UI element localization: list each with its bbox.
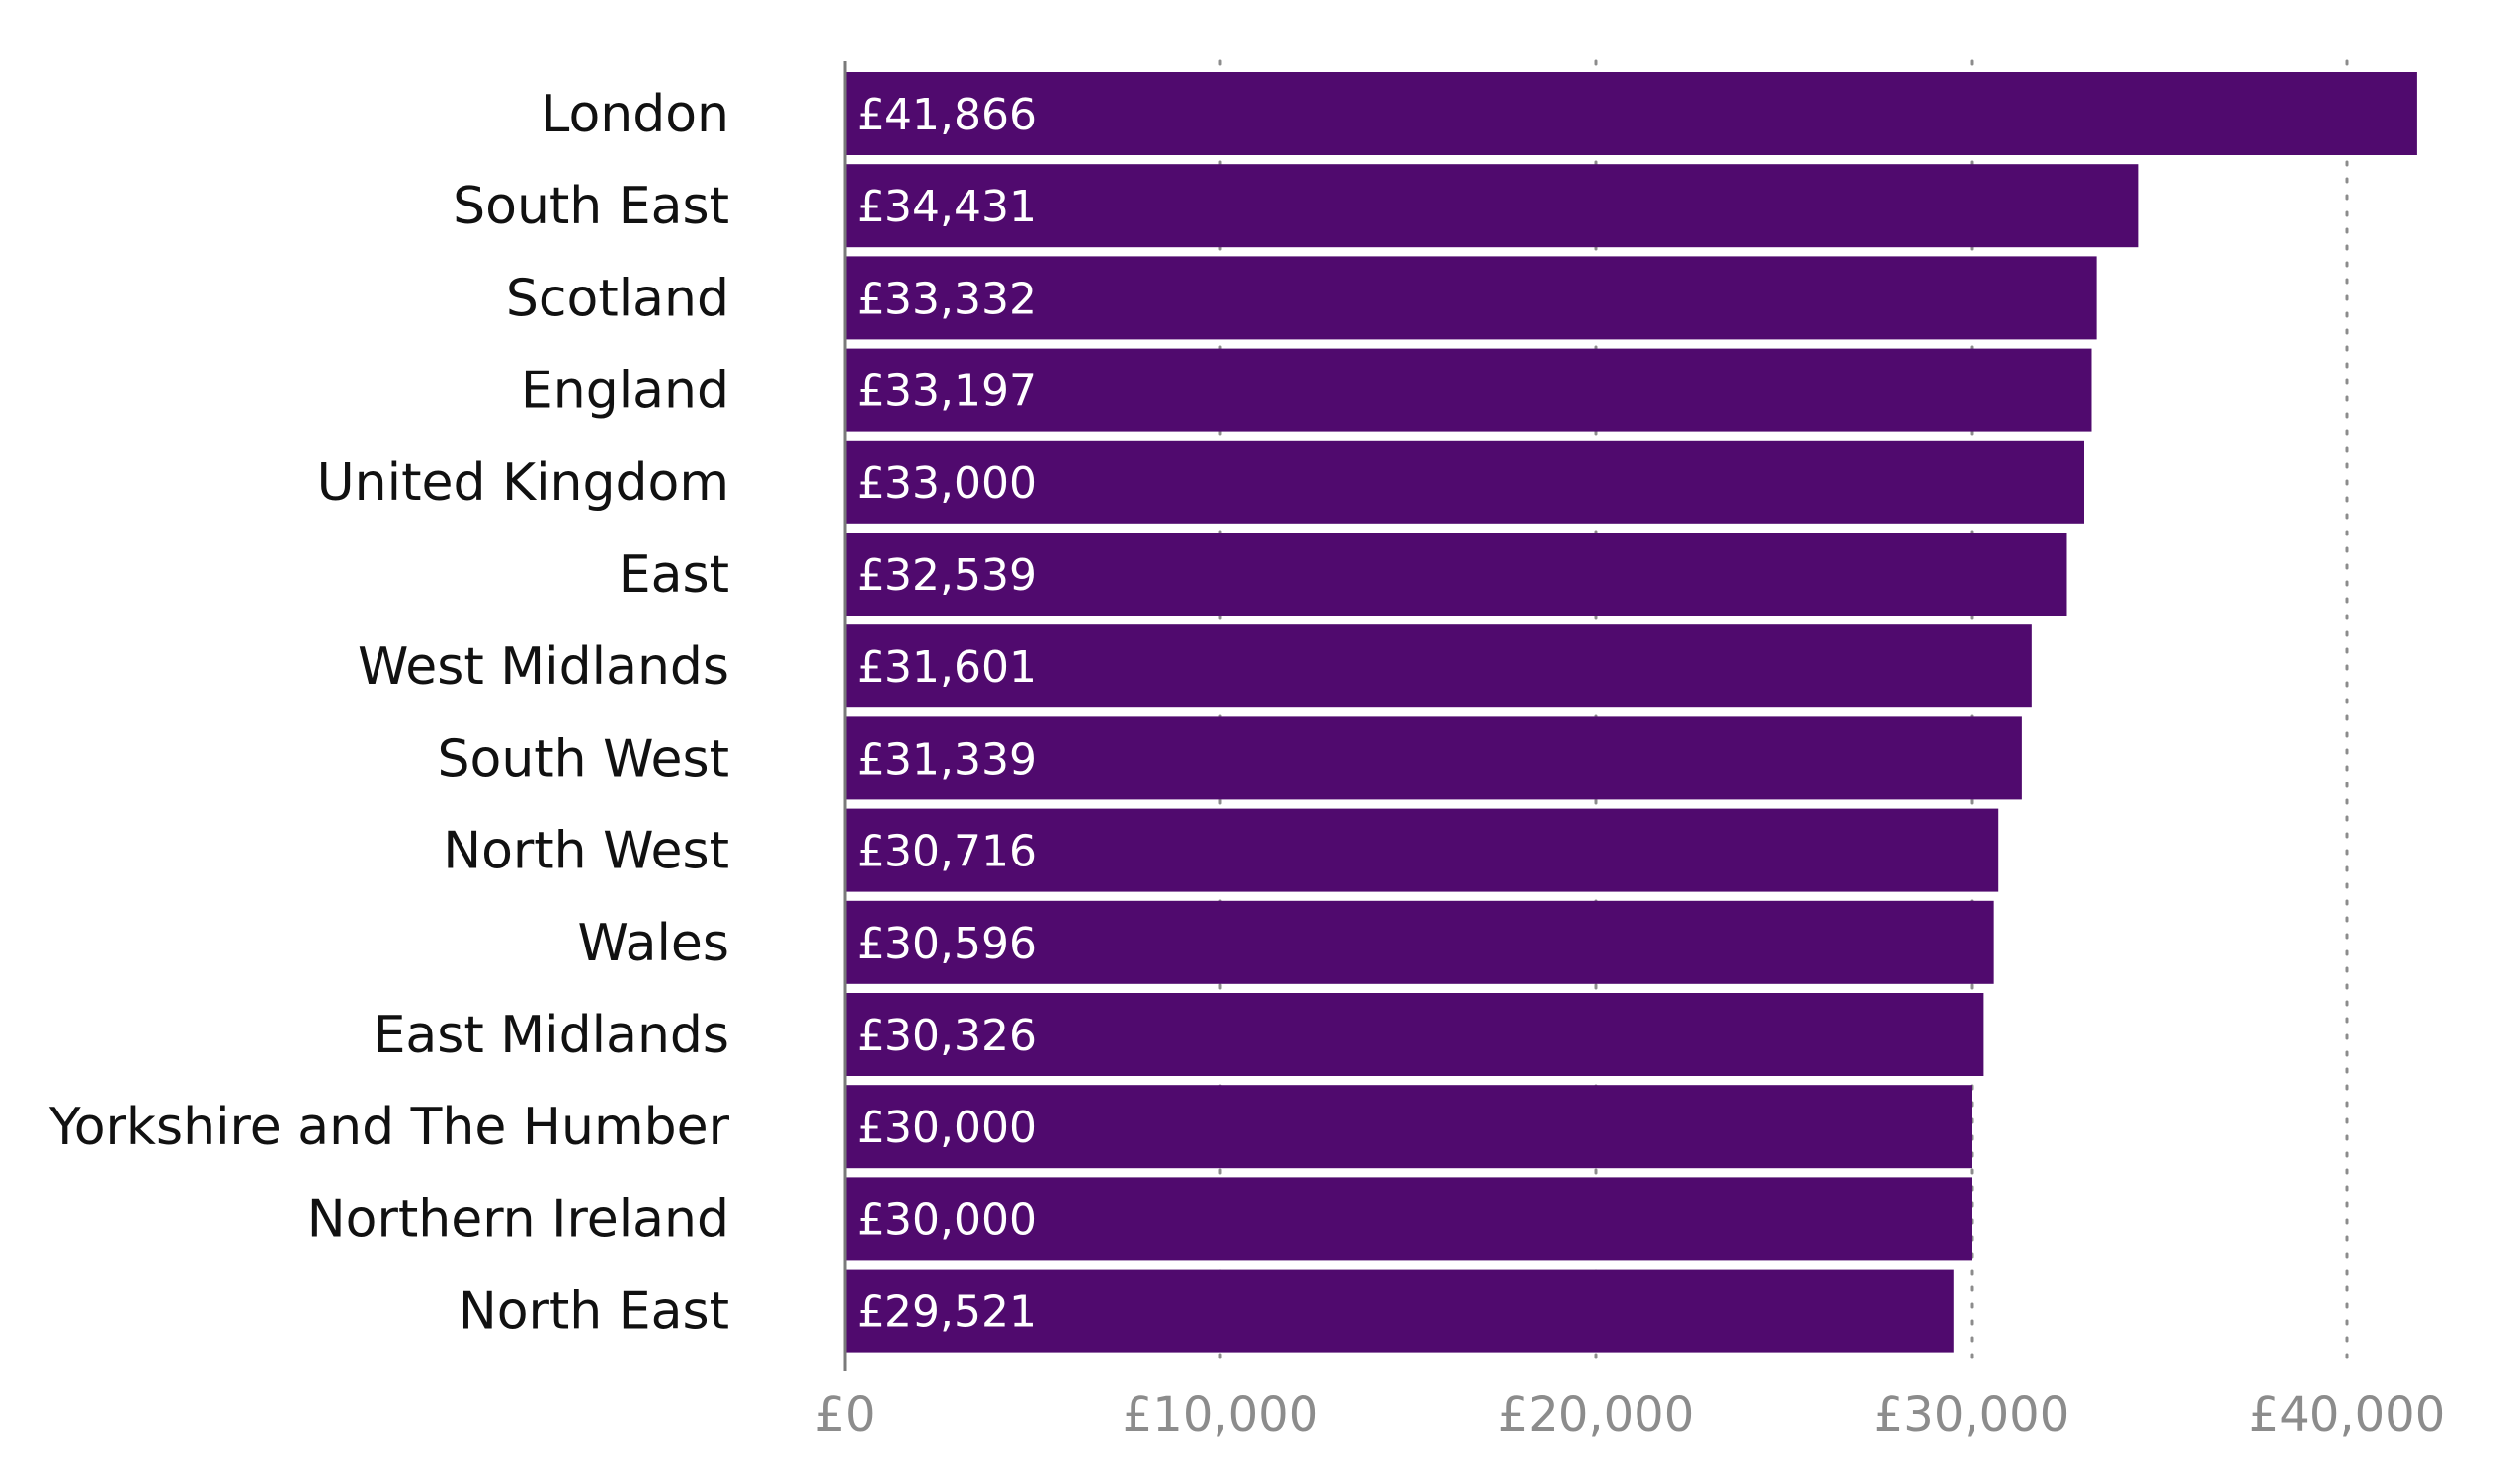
bar-value-label-13: £29,521 [857, 1287, 1037, 1338]
x-tick-label-3: £30,000 [1874, 1387, 2070, 1442]
bar-value-label-1: £34,431 [857, 182, 1037, 232]
bar-11 [845, 1085, 1972, 1169]
category-label-0: London [541, 85, 729, 144]
category-label-5: East [619, 545, 729, 605]
bar-9 [845, 900, 1994, 984]
bar-value-label-0: £41,866 [857, 90, 1037, 140]
bar-5 [845, 533, 2067, 616]
category-label-1: South East [453, 177, 729, 236]
bar-13 [845, 1269, 1954, 1353]
bar-value-label-8: £30,716 [857, 827, 1037, 877]
bar-value-label-11: £30,000 [857, 1103, 1037, 1153]
bar-6 [845, 624, 2032, 708]
bar-value-label-4: £33,000 [857, 458, 1037, 509]
category-label-13: North East [459, 1282, 729, 1342]
bar-value-label-12: £30,000 [857, 1194, 1037, 1245]
x-tick-label-0: £0 [814, 1387, 875, 1442]
bar-value-label-2: £33,332 [857, 274, 1037, 324]
bar-value-label-6: £31,601 [857, 642, 1037, 693]
category-label-12: Northern Ireland [307, 1190, 729, 1249]
category-label-11: Yorkshire and The Humber [48, 1098, 730, 1157]
bar-12 [845, 1177, 1972, 1261]
bar-10 [845, 993, 1984, 1076]
category-label-2: Scotland [506, 269, 729, 328]
bar-2 [845, 256, 2097, 340]
label-layer: £41,866 London £34,431 South East £33,332 Sco… [48, 85, 2445, 1442]
category-label-4: United Kingdom [317, 453, 729, 513]
category-label-9: Wales [578, 914, 730, 973]
bar-4 [845, 440, 2084, 524]
category-label-3: England [521, 362, 729, 421]
bar-7 [845, 716, 2022, 800]
bar-1 [845, 164, 2139, 248]
category-label-10: East Midlands [374, 1006, 729, 1065]
x-tick-label-1: £10,000 [1123, 1387, 1319, 1442]
bar-value-label-7: £31,339 [857, 734, 1037, 784]
bar-0 [845, 72, 2417, 155]
bar-layer [845, 72, 2417, 1353]
category-label-7: South West [438, 729, 730, 788]
category-label-6: West Midlands [358, 637, 729, 697]
x-tick-label-2: £20,000 [1498, 1387, 1695, 1442]
bar-value-label-3: £33,197 [857, 367, 1037, 417]
bar-8 [845, 808, 1999, 892]
x-tick-label-4: £40,000 [2249, 1387, 2446, 1442]
category-label-8: North West [443, 822, 729, 881]
bar-value-label-9: £30,596 [857, 919, 1037, 969]
bar-value-label-10: £30,326 [857, 1011, 1037, 1061]
bar-3 [845, 348, 2092, 432]
bar-value-label-5: £32,539 [857, 550, 1037, 601]
